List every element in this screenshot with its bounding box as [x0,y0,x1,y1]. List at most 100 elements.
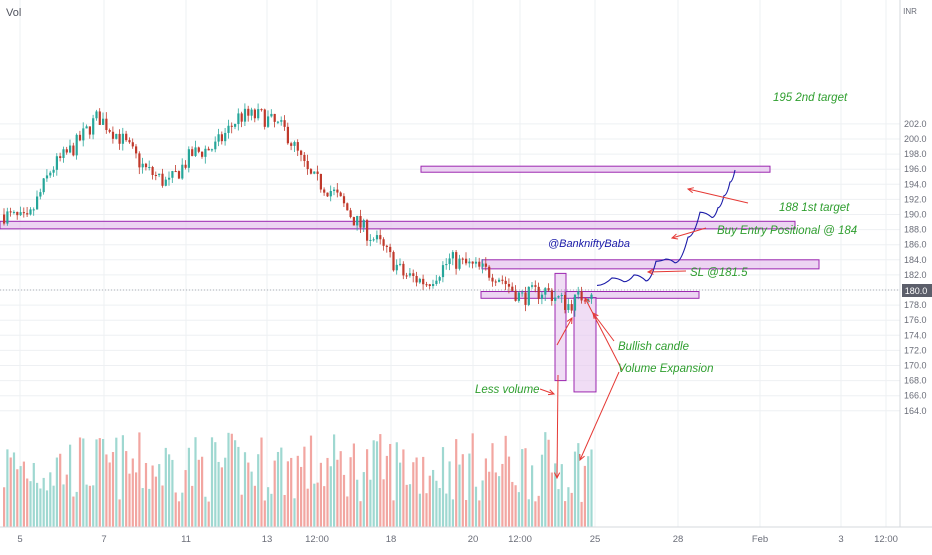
grid-lines [0,0,900,527]
candle-body [356,215,359,226]
candle-body [402,263,405,276]
volume-bar [435,480,438,527]
candle-body [12,211,16,213]
candle-body [290,143,293,146]
candle-body [309,169,313,174]
time-tick-label: 20 [468,534,479,545]
volume-bar [210,437,214,527]
price-axis[interactable]: 164.0 166.0 168.0 170.0 172.0 174.0 176.0 178.0… [899,0,932,550]
annotation-arrow [584,297,623,371]
candle-body [220,134,223,142]
zone-rect[interactable] [0,220,796,230]
candle-body [468,261,471,264]
zones [0,165,820,393]
candle-body [230,125,233,127]
annotation-label[interactable]: Buy Entry Positional @ 184 [717,225,857,237]
candle-body [296,142,299,151]
time-tick-label: 5 [17,534,22,545]
volume-bar [144,462,148,527]
price-tick-label: 168.0 [904,376,927,386]
candle-body [214,141,217,150]
annotation-label[interactable]: 188 1st target [779,202,850,214]
volume-bar [418,493,421,527]
volume-bar [375,441,379,527]
candlesticks [3,103,593,317]
volume-bar [135,472,138,527]
volume-bar [26,478,29,527]
volume-bar [250,471,253,527]
volume-bar [461,454,464,527]
arrow-head [646,268,654,275]
candle-body [491,277,494,282]
volume-bar [82,438,85,527]
candle-body [517,292,520,301]
candle-body [201,151,204,157]
volume-bar [131,458,134,527]
price-tick-label: 170.0 [904,361,927,371]
volume-bar [402,449,405,527]
volume-bar [12,452,16,527]
volume-bar [220,467,223,527]
price-tick-label: 184.0 [904,255,927,265]
time-axis[interactable]: 5 7 11 13 12:00 18 20 12:00 25 28 Feb 3 12:00 [0,526,932,545]
volume-bar [336,459,339,527]
volume-bar [138,432,141,527]
volume-bar [504,435,507,527]
volume-bar [405,484,408,527]
candle-body [432,283,435,287]
price-tick-label: 176.0 [904,315,927,325]
volume-bar [177,501,181,527]
candle-body [250,109,253,116]
annotation-label[interactable]: SL @181.5 [690,267,748,279]
volume-indicator-label[interactable]: Vol [6,7,21,19]
candle-body [78,134,82,141]
candle-body [263,109,266,127]
volume-bar [98,438,101,527]
volume-bar [22,461,25,527]
candle-body [323,189,326,193]
volume-bar [293,498,296,527]
projection-line[interactable] [596,169,736,287]
volume-bar [385,455,388,527]
volume-bar [283,494,286,527]
annotation-label[interactable]: Bullish candle [618,341,689,353]
candle-body [451,252,454,259]
zone-rect[interactable] [481,259,820,270]
candle-body [191,149,194,156]
candle-body [481,263,484,267]
candle-body [412,273,415,276]
volume-bar [201,456,204,527]
candle-body [115,133,118,139]
volume-bar [92,485,95,527]
volume-bar [323,486,326,527]
volume-bar [333,434,336,527]
candle-body [418,278,421,283]
candle-body [194,147,197,156]
arrow-head [553,472,561,480]
annotation-label[interactable]: Less volume [475,384,540,396]
candle-body [550,290,553,301]
annotation-label[interactable]: Volume Expansion [618,363,713,375]
volume-bar [498,476,501,527]
candle-body [369,239,372,241]
candle-body [339,192,342,197]
volume-bar [174,492,177,527]
volume-bar [49,472,52,527]
price-tick-label: 174.0 [904,330,927,340]
volume-bar [534,501,537,527]
volume-bar [507,456,511,527]
candle-body [283,120,286,127]
candle-body [590,294,593,300]
less-volume-column [554,272,567,382]
zone-rect[interactable] [420,165,771,173]
candle-body [342,196,346,204]
candle-body [527,286,530,305]
volume-bar [366,449,369,527]
annotation-label[interactable]: 195 2nd target [773,92,848,104]
candle-body [366,220,369,241]
price-tick-label: 202.0 [904,119,927,129]
candle-body [108,130,111,132]
volume-bar [263,500,266,527]
candle-body [465,258,468,264]
